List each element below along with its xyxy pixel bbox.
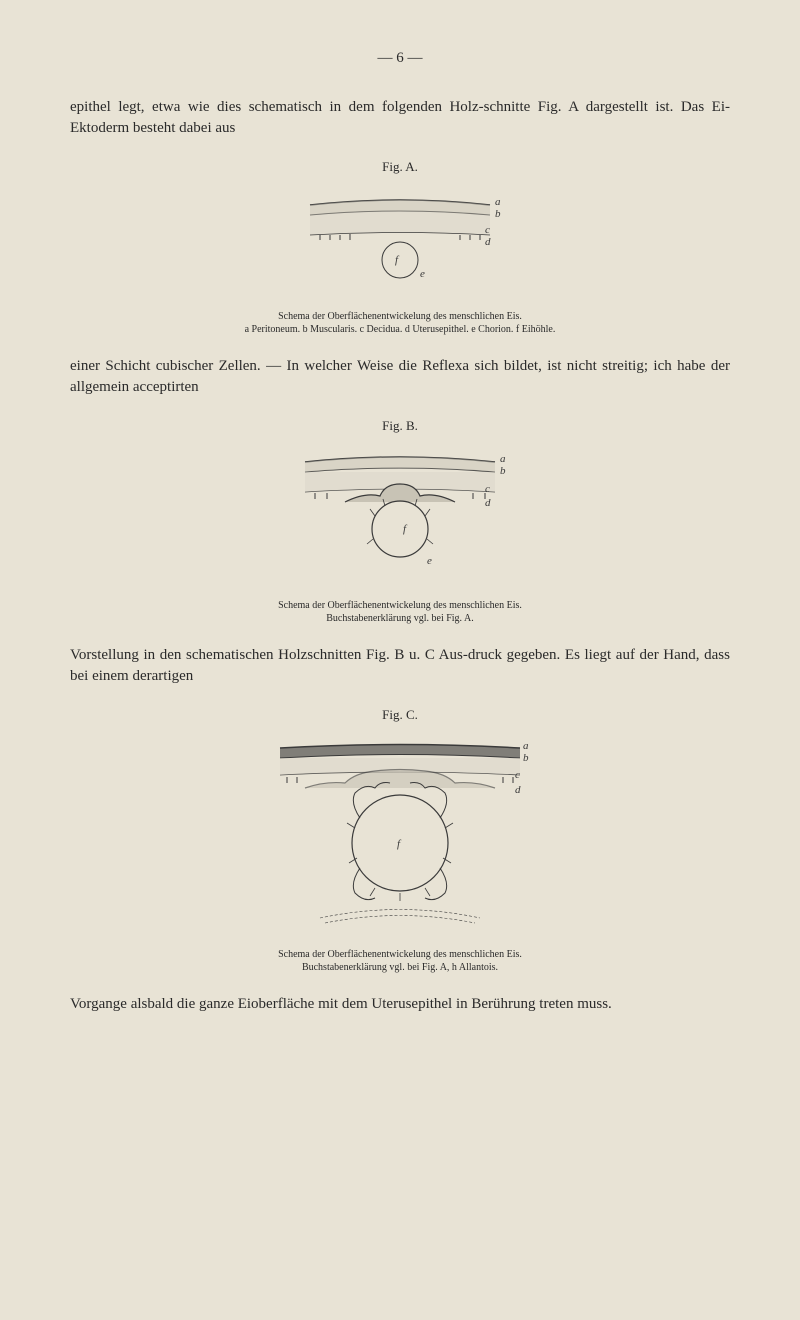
svg-text:d: d bbox=[515, 784, 521, 796]
fig-a-caption: Schema der Oberflächenentwickelung des m… bbox=[70, 310, 730, 336]
fig-c-label: Fig. C. bbox=[70, 707, 730, 723]
fig-c-caption: Schema der Oberflächenentwickelung des m… bbox=[70, 948, 730, 974]
fig-b-label: Fig. B. bbox=[70, 418, 730, 434]
svg-text:b: b bbox=[500, 465, 506, 477]
svg-text:a: a bbox=[495, 196, 501, 208]
svg-text:f: f bbox=[403, 523, 408, 535]
svg-text:e: e bbox=[427, 555, 432, 567]
svg-text:f: f bbox=[397, 838, 402, 850]
fig-a-svg: a b c d e f bbox=[290, 185, 510, 295]
page-number: — 6 — bbox=[70, 50, 730, 67]
paragraph-4: Vorgange alsbald die ganze Eioberfläche … bbox=[70, 994, 730, 1015]
svg-text:d: d bbox=[485, 497, 491, 509]
svg-text:c: c bbox=[485, 224, 490, 236]
svg-text:d: d bbox=[485, 236, 491, 248]
svg-text:c: c bbox=[485, 483, 490, 495]
svg-text:a: a bbox=[500, 453, 506, 465]
svg-text:c: c bbox=[515, 769, 520, 781]
fig-c-svg: a b c d f bbox=[265, 733, 535, 933]
svg-text:b: b bbox=[523, 752, 529, 764]
figure-b: a b c d e f bbox=[70, 444, 730, 589]
paragraph-3: Vorstellung in den schematischen Holzsch… bbox=[70, 645, 730, 687]
figure-c: a b c d f bbox=[70, 733, 730, 938]
fig-b-caption: Schema der Oberflächenentwickelung des m… bbox=[70, 599, 730, 625]
paragraph-2: einer Schicht cubischer Zellen. — In wel… bbox=[70, 356, 730, 398]
figure-a: a b c d e f bbox=[70, 185, 730, 300]
svg-text:b: b bbox=[495, 208, 501, 220]
svg-text:a: a bbox=[523, 740, 529, 752]
fig-a-label: Fig. A. bbox=[70, 159, 730, 175]
fig-b-svg: a b c d e f bbox=[285, 444, 515, 584]
svg-text:f: f bbox=[395, 254, 400, 266]
paragraph-1: epithel legt, etwa wie dies schematisch … bbox=[70, 97, 730, 139]
svg-text:e: e bbox=[420, 268, 425, 280]
